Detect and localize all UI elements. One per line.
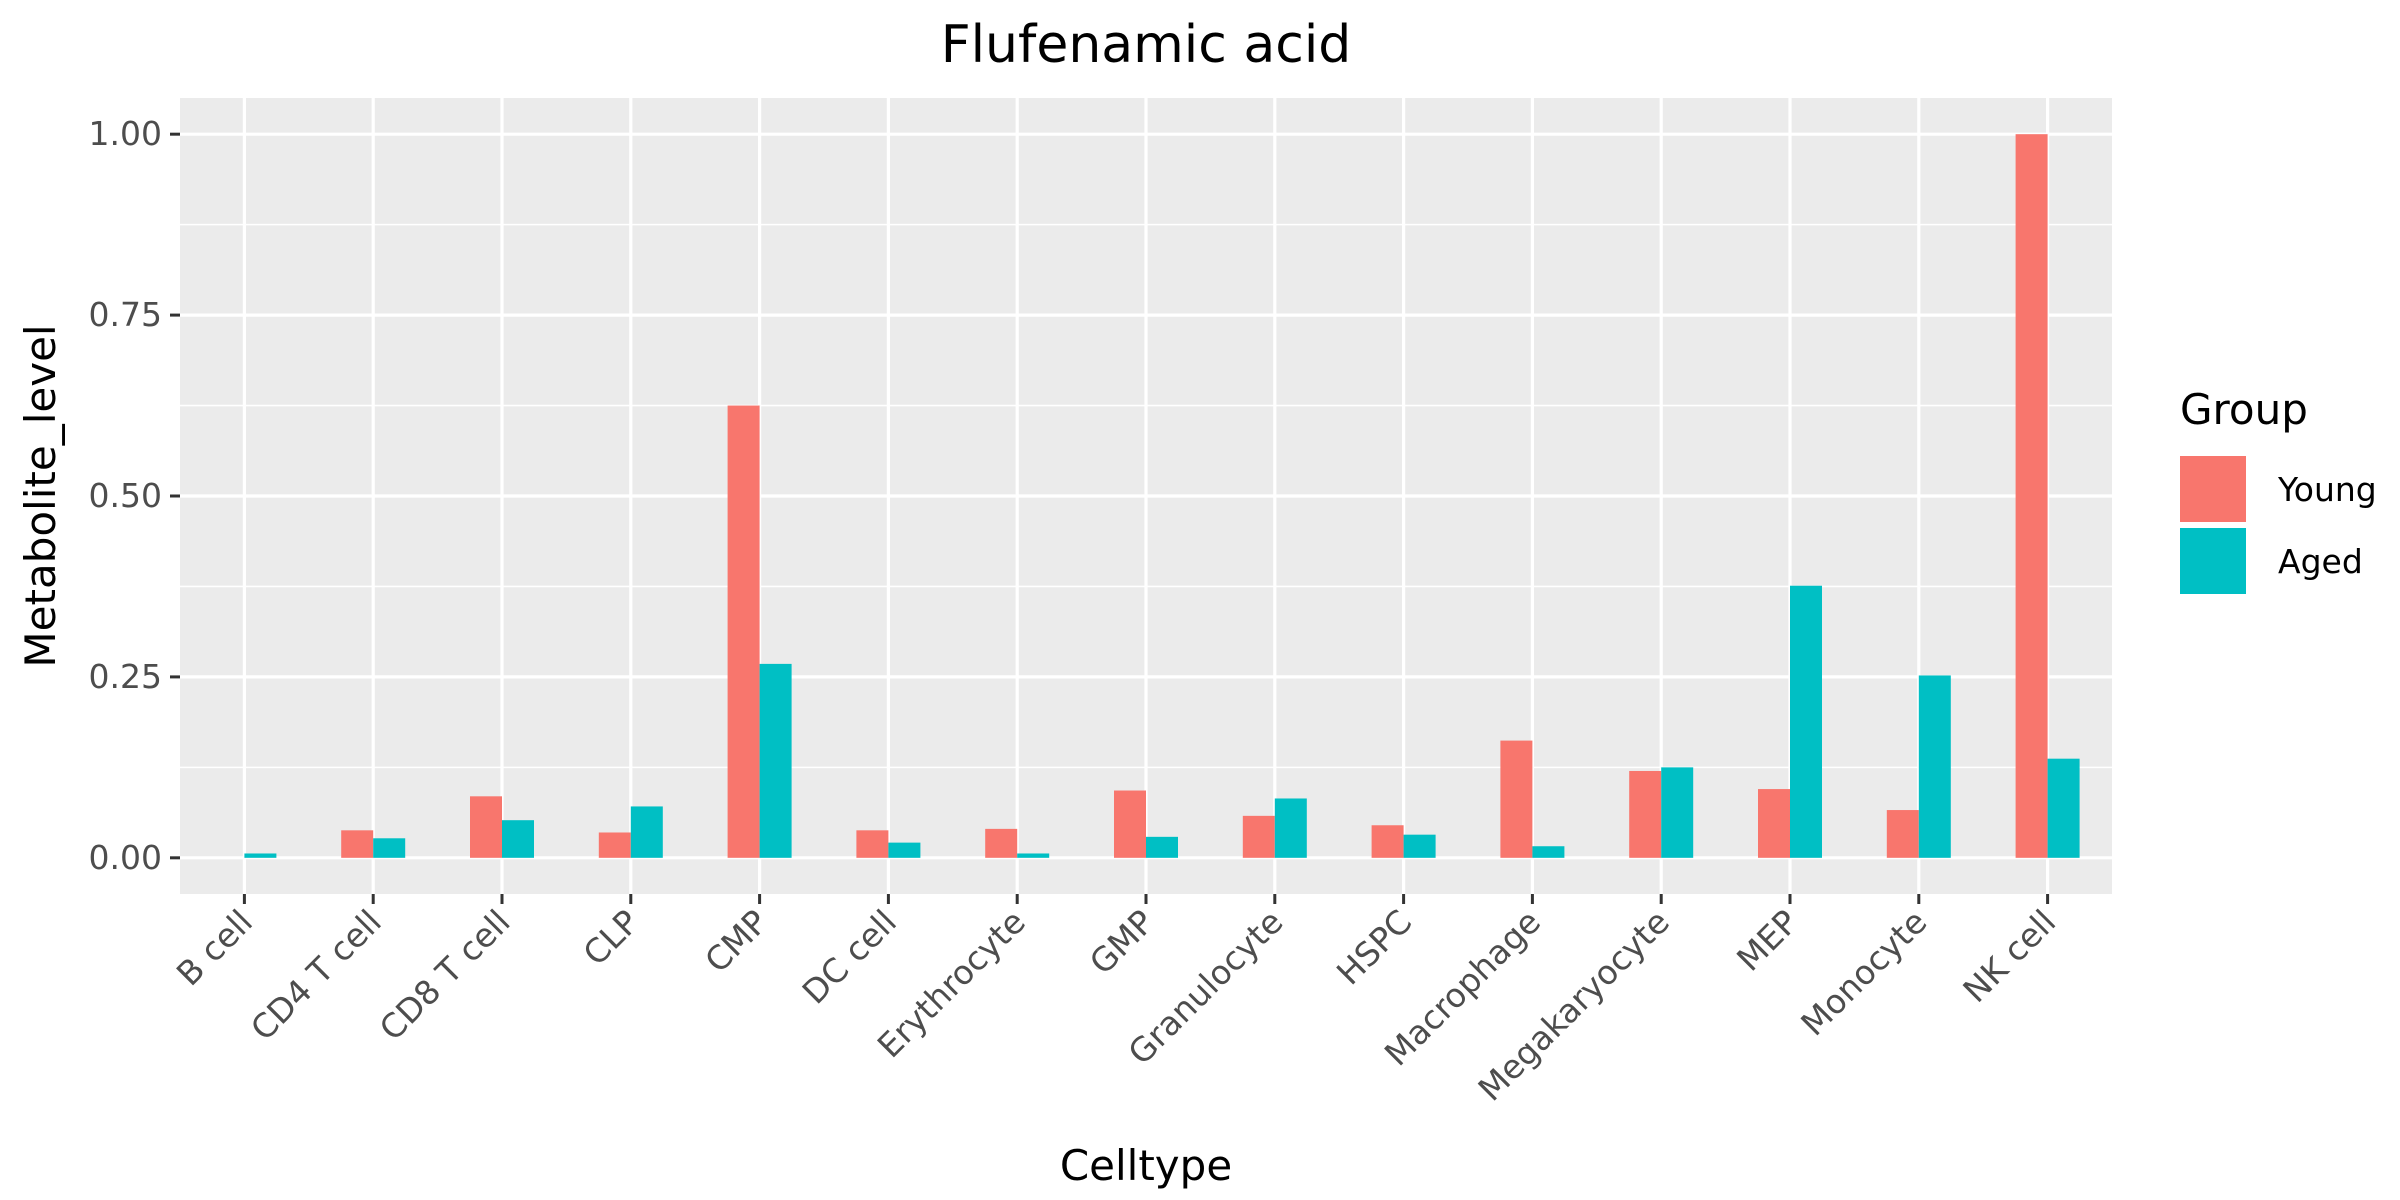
y-axis: 0.00 0.25 0.50 0.75 1.00: [89, 114, 180, 877]
legend: Group Young Aged: [2180, 385, 2377, 594]
bar-young: [1758, 789, 1790, 858]
x-tick-label: MEP: [1729, 902, 1806, 979]
y-axis-title: Metabolite_level: [16, 324, 65, 667]
bar-aged: [1017, 853, 1050, 858]
x-tick-label: CD8 T cell: [372, 902, 518, 1048]
bar-aged: [1532, 846, 1565, 858]
x-tick-label: B cell: [169, 902, 260, 993]
bar-aged: [1790, 585, 1822, 858]
bar-young: [1242, 815, 1275, 858]
y-tick-label: 0.00: [89, 838, 162, 877]
bar-aged: [2047, 758, 2080, 858]
bar-aged: [502, 820, 534, 858]
bars-group: [244, 134, 2080, 858]
bar-aged: [759, 663, 792, 858]
x-tick-label: CMP: [697, 902, 775, 980]
legend-key-aged: [2180, 528, 2246, 594]
x-tick-label: CD4 T cell: [243, 902, 389, 1048]
bar-aged: [244, 853, 277, 858]
bar-young: [341, 830, 374, 858]
bar-aged: [1274, 798, 1307, 858]
bar-young: [727, 405, 760, 858]
x-tick-label: DC cell: [795, 902, 904, 1011]
bar-young: [1886, 810, 1919, 858]
y-tick-label: 0.75: [89, 295, 162, 334]
bar-young: [1629, 770, 1662, 858]
x-axis-title: Celltype: [1060, 1141, 1232, 1190]
x-tick-label: GMP: [1082, 902, 1162, 982]
bar-young: [985, 828, 1018, 858]
bar-aged: [1661, 767, 1694, 858]
bar-aged: [1918, 675, 1951, 858]
chart-title: Flufenamic acid: [941, 15, 1352, 75]
bar-aged: [630, 806, 663, 858]
y-tick-label: 1.00: [89, 114, 162, 153]
bar-aged: [1403, 834, 1436, 858]
legend-key-young: [2180, 456, 2246, 522]
x-tick-label: CLP: [576, 902, 647, 973]
bar-aged: [1146, 836, 1178, 858]
x-tick-label: NK cell: [1955, 902, 2063, 1010]
bar-aged: [373, 838, 406, 858]
bar-young: [470, 796, 502, 858]
y-tick-label: 0.50: [89, 476, 162, 515]
bar-young: [2015, 134, 2048, 858]
bar-young: [1371, 825, 1404, 858]
legend-label-young: Young: [2277, 470, 2377, 509]
bar-young: [598, 832, 631, 858]
x-tick-label: HSPC: [1329, 902, 1419, 992]
bar-aged: [888, 842, 921, 858]
bar-young: [1500, 740, 1533, 858]
x-tick-label: Monocyte: [1793, 902, 1934, 1043]
legend-label-aged: Aged: [2278, 542, 2363, 581]
bar-young: [856, 830, 889, 858]
y-tick-label: 0.25: [89, 657, 162, 696]
bar-young: [1114, 790, 1146, 858]
legend-title: Group: [2180, 385, 2308, 434]
